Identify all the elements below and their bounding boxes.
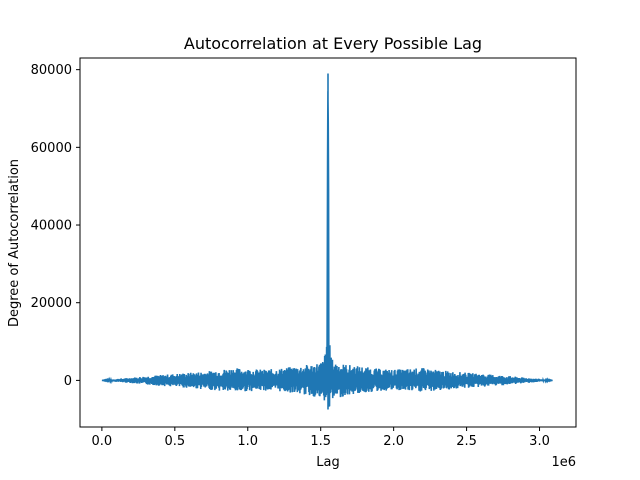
y-tick-label: 40000 <box>31 219 72 234</box>
x-axis-label: Lag <box>316 455 339 470</box>
x-tick-label: 2.0 <box>383 434 404 449</box>
y-axis-label: Degree of Autocorrelation <box>7 159 22 327</box>
chart-title: Autocorrelation at Every Possible Lag <box>184 34 482 53</box>
x-axis: 0.0 0.5 1.0 1.5 2.0 2.5 3.0 <box>92 427 550 449</box>
y-tick-label: 0 <box>64 374 72 389</box>
y-tick-label: 20000 <box>31 296 72 311</box>
axes-frame <box>79 57 577 428</box>
x-tick-label: 1.0 <box>237 434 258 449</box>
plot-area <box>101 73 553 410</box>
x-axis-offset-label: 1e6 <box>551 455 576 470</box>
x-tick-label: 3.0 <box>529 434 550 449</box>
x-tick-label: 0.0 <box>92 434 113 449</box>
y-tick-label: 80000 <box>31 63 72 78</box>
y-axis: 0 20000 40000 60000 80000 <box>31 63 80 389</box>
autocorrelation-series-line <box>101 73 553 410</box>
x-tick-label: 0.5 <box>164 434 185 449</box>
x-tick-label: 1.5 <box>310 434 331 449</box>
x-tick-label: 2.5 <box>456 434 477 449</box>
y-tick-label: 60000 <box>31 141 72 156</box>
